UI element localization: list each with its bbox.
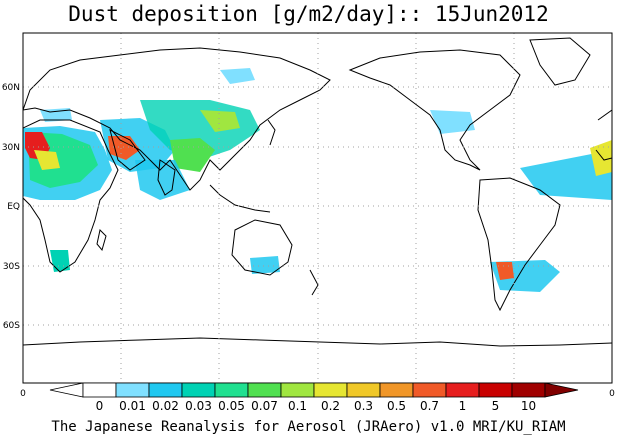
colorbar-label: 0.1: [288, 399, 307, 413]
colorbar-box: [445, 382, 480, 398]
colorbar-label: 5: [492, 399, 500, 413]
dust-region-atlantic-hot: [590, 140, 612, 176]
colorbar-box: [346, 382, 381, 398]
lat-labels: 60N 30N EQ 30S 60S: [2, 83, 20, 331]
map-title: Dust deposition [g/m2/day]:: 15Jun2012: [68, 2, 549, 26]
colorbar-box: [313, 382, 348, 398]
lat-label-30s: 30S: [3, 262, 20, 272]
colorbar-box: [247, 382, 282, 398]
coast-namerica: [348, 49, 521, 171]
colorbar-label: 10: [521, 399, 536, 413]
colorbar-box: [82, 382, 117, 398]
coast-australia: [231, 219, 293, 276]
colorbar-label: 0.5: [387, 399, 406, 413]
lon-label-right: 0: [609, 389, 615, 399]
colorbar-box: [280, 382, 315, 398]
dust-region-sahara-yellow: [34, 150, 60, 170]
colorbar-label: 0.3: [354, 399, 373, 413]
colorbar-box: [148, 382, 183, 398]
colorbar-label: 1: [459, 399, 467, 413]
lat-label-60s: 60S: [3, 321, 20, 331]
dust-region-atlantic: [520, 150, 612, 200]
coast-africa-east-wrap: [595, 109, 612, 161]
dust-region-gobi: [200, 110, 240, 132]
coast-india: [157, 159, 176, 196]
dust-region-patagonia-core: [496, 262, 514, 280]
colorbar-box: [511, 382, 546, 398]
coast-seasia: [209, 184, 271, 213]
dust-region-siberia: [220, 68, 255, 84]
dust-region-safrica: [50, 250, 70, 272]
colorbar-label: 0.01: [119, 399, 146, 413]
coast-japan: [267, 119, 276, 146]
coast-greenland: [529, 37, 591, 86]
footer-credit: The Japanese Reanalysis for Aerosol (JRA…: [51, 419, 566, 435]
coast-antarctica: [23, 337, 612, 347]
colorbar-box: [214, 382, 249, 398]
dust-region-australia: [250, 256, 280, 274]
colorbar-label: 0.7: [420, 399, 439, 413]
lat-label-60n: 60N: [2, 83, 20, 93]
colorbar-arrow-left: [49, 382, 84, 398]
lat-label-eq: EQ: [7, 202, 20, 212]
colorbar-label: 0.02: [152, 399, 179, 413]
colorbar-box: [181, 382, 216, 398]
coast-madagascar: [96, 228, 107, 252]
colorbar-box: [412, 382, 447, 398]
colorbar-box: [379, 382, 414, 398]
colorbar-box: [478, 382, 513, 398]
colorbar-label: 0: [96, 399, 104, 413]
coastlines: [23, 37, 612, 347]
colorbar-label: 0.05: [218, 399, 245, 413]
colorbar-label: 0.07: [251, 399, 278, 413]
lat-label-30n: 30N: [2, 143, 20, 153]
colorbar-label: 0.03: [185, 399, 212, 413]
coast-newzealand: [309, 269, 319, 296]
coast-samerica: [477, 177, 561, 312]
graticule: [23, 33, 612, 383]
colorbar-label: 0.2: [321, 399, 340, 413]
dust-region-namerica: [430, 110, 475, 134]
coast-africa: [23, 119, 119, 273]
colorbar-arrow-right: [544, 382, 579, 398]
colorbar-box: [115, 382, 150, 398]
colorbar: 0 0.01 0.02 0.03 0.05 0.07 0.1 0.2 0.3 0.5 0.7 1 5 10: [49, 382, 579, 413]
coast-arabia: [109, 129, 146, 171]
lon-label-left: 0: [20, 389, 26, 399]
